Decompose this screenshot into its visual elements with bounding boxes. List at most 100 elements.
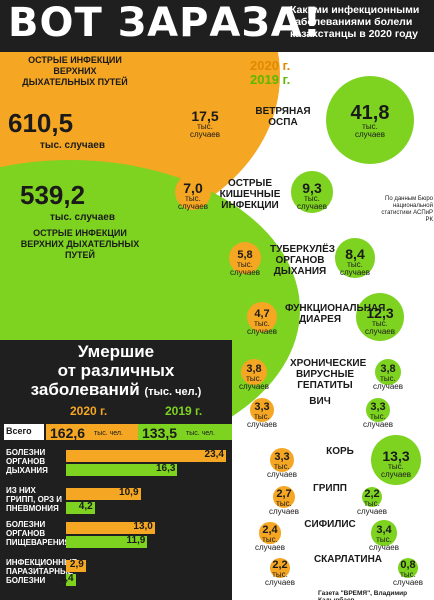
source-note: По данным Бюро национальной статистики А…: [381, 196, 433, 223]
total-2019-box: [138, 424, 232, 440]
bubble-2019-unit: тыс. случаев: [363, 412, 393, 429]
bubble-2019-unit: тыс. случаев: [369, 535, 399, 552]
page-subtitle: Какими инфекционными заболеваниями болел…: [290, 4, 420, 40]
bubble-2019: [374, 358, 402, 386]
bubble-2019-unit: тыс. случаев: [381, 462, 411, 479]
bubble-2019-value: 3,4: [376, 524, 392, 536]
bubble-2019-unit: тыс. случаев: [357, 499, 387, 516]
death-bar-2019: [66, 464, 178, 476]
death-bar-2020: [66, 522, 155, 534]
bubble-2019: [335, 238, 375, 278]
deaths-title-line2: от различных: [57, 361, 175, 380]
bubble-2020: [247, 302, 277, 332]
bubble-2020: [259, 522, 281, 544]
death-bar-2020: [66, 560, 86, 572]
bubble-2020-unit: тыс. случаев: [247, 319, 277, 336]
bubble-2020-unit: тыс. случаев: [190, 122, 220, 139]
header-bar: [0, 0, 434, 52]
bubble-2019-unit: тыс. случаев: [393, 570, 423, 587]
bubble-2019-value: 0,8: [400, 559, 416, 571]
bubble-2019-value: 41,8: [350, 102, 390, 124]
arvi-unit-2019: тыс. случаев: [50, 212, 115, 223]
bubble-2019-unit: тыс. случаев: [355, 122, 385, 139]
bubble-2020: [269, 557, 291, 579]
death-bar-2019-value: 16,3: [155, 463, 176, 474]
bubble-2019: [398, 558, 418, 578]
bubble-2020: [240, 358, 268, 386]
deaths-year-2019: 2019 г.: [165, 404, 203, 418]
bubble-2020-value: 3,8: [246, 363, 262, 375]
bubble-2020-value: 7,0: [183, 180, 203, 196]
disease-label: ХРОНИЧЕСКИЕ ВИРУСНЫЕ ГЕПАТИТЫ: [290, 358, 367, 391]
bubble-2020: [249, 397, 275, 423]
bubble-2019: [371, 435, 421, 485]
disease-label: ГРИПП: [313, 483, 347, 494]
death-bar-2020: [66, 450, 226, 462]
page-title: ВОТ ЗАРАЗА!: [8, 0, 322, 46]
disease-label: ОСТРЫЕ КИШЕЧНЫЕ ИНФЕКЦИИ: [219, 178, 281, 211]
bubble-2019-value: 2,2: [364, 488, 380, 500]
bubble-2020-unit: тыс. случаев: [267, 462, 297, 479]
total-label: Всего: [6, 426, 32, 436]
death-bar-2020-value: 23,4: [204, 449, 224, 460]
deaths-title-line3: заболеваний: [30, 380, 140, 399]
bubble-2020: [269, 447, 295, 473]
bubble-2020-unit: тыс. случаев: [247, 412, 277, 429]
bubble-2019: [291, 171, 333, 213]
bubble-2020-value: 17,5: [191, 108, 219, 124]
death-bar-2019: [66, 574, 76, 586]
disease-label: ВЕТРЯНАЯ ОСПА: [255, 106, 311, 128]
bubble-2020-value: 2,7: [276, 488, 292, 500]
total-label-box: [4, 424, 44, 440]
disease-label: ТУБЕРКУЛЁЗ ОРГАНОВ ДЫХАНИЯ: [270, 244, 336, 277]
arvi-value-2019: 539,2: [20, 180, 86, 210]
bubble-2020-unit: тыс. случаев: [255, 535, 285, 552]
bubble-2020-unit: тыс. случаев: [178, 194, 208, 211]
bubble-2019-unit: тыс. случаев: [365, 319, 395, 336]
death-row-label: БОЛЕЗНИ ОРГАНОВ ДЫХАНИЯ: [6, 448, 48, 475]
death-row-label: БОЛЕЗНИ ОРГАНОВ ПИЩЕВАРЕНИЯ: [6, 520, 71, 547]
bubble-2020: [174, 173, 211, 210]
bubble-2020-value: 5,8: [237, 249, 253, 261]
bubble-2020-unit: тыс. случаев: [230, 260, 260, 277]
disease-label: КОРЬ: [326, 446, 354, 457]
bubble-2020-unit: тыс. случаев: [265, 570, 295, 587]
bubble-2019-unit: тыс. случаев: [297, 194, 327, 211]
legend-2019: 2019 г.: [250, 72, 291, 87]
arvi-unit-2020: тыс. случаев: [40, 140, 105, 151]
bubble-2020-unit: тыс. случаев: [239, 374, 269, 391]
bubble-2019: [356, 293, 404, 341]
disease-label: СКАРЛАТИНА: [313, 554, 383, 565]
bubble-2019: [365, 397, 391, 423]
bubble-2019-value: 3,8: [380, 363, 396, 375]
bubble-2020-value: 2,2: [272, 559, 288, 571]
deaths-title-unit: (тыс. чел.): [144, 386, 202, 398]
total-2020-value: 162,6: [50, 425, 86, 441]
total-2019-value: 133,5: [142, 425, 178, 441]
death-bar-2020-value: 2,9: [69, 559, 84, 570]
death-bar-2020-value: 10,9: [119, 487, 139, 498]
legend-2020: 2020 г.: [250, 58, 291, 73]
disease-label: СИФИЛИС: [304, 519, 356, 530]
bubble-2020-unit: тыс. случаев: [269, 499, 299, 516]
death-bar-2020-value: 13,0: [133, 521, 153, 532]
death-bar-2019-value: 1,4: [59, 573, 74, 584]
deaths-title: Умершие от различных заболеваний (тыс. ч…: [0, 342, 232, 402]
total-2020-unit: тыс. чел.: [94, 430, 123, 437]
bubble-2020-value: 2,4: [262, 524, 278, 536]
bubble-2020: [272, 485, 296, 509]
bubble-2019-value: 13,3: [382, 448, 410, 464]
bubble-2019: [371, 520, 397, 546]
bubble-2020-value: 3,3: [274, 451, 290, 463]
total-2019-unit: тыс. чел.: [186, 430, 215, 437]
bubble-2019-unit: тыс. случаев: [340, 260, 370, 277]
death-bar-2019-value: 11,9: [126, 535, 146, 546]
bubble-2020-value: 3,3: [254, 401, 270, 413]
bubble-2019-value: 3,3: [370, 401, 386, 413]
deaths-year-2020: 2020 г.: [70, 404, 108, 418]
death-bar-2019-value: 4,2: [78, 501, 93, 512]
total-2020-box: [46, 424, 138, 440]
death-bar-2019: [66, 536, 148, 548]
bubble-2019: [361, 486, 383, 508]
